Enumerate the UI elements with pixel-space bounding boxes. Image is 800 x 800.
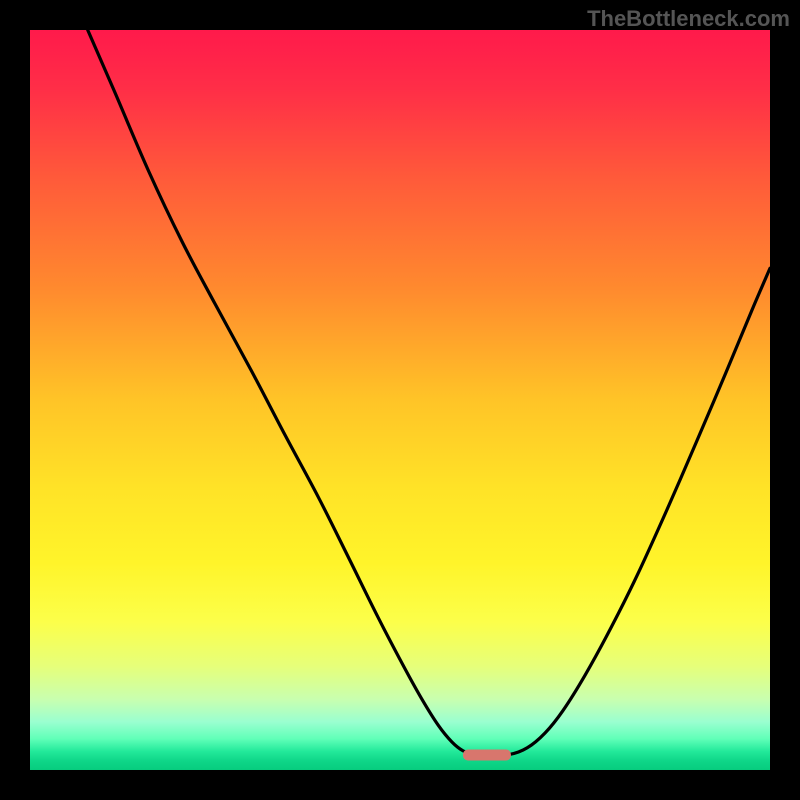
optimal-marker	[463, 750, 511, 761]
watermark-text: TheBottleneck.com	[587, 6, 790, 32]
bottleneck-curve	[30, 30, 770, 770]
chart-area	[30, 30, 770, 770]
